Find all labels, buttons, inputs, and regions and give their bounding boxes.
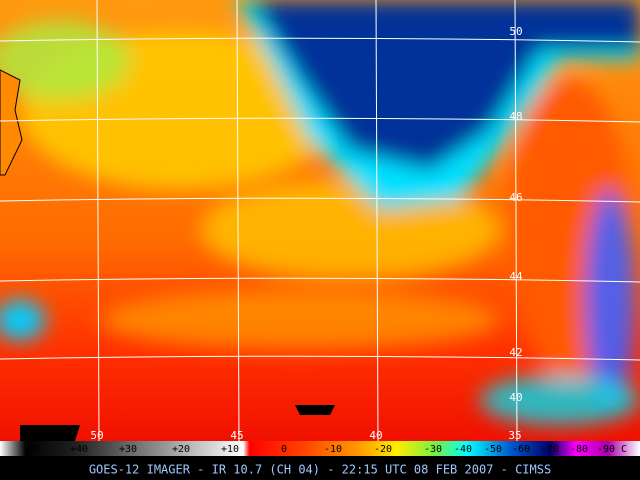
longitude-label: 45 [230, 429, 243, 442]
imagery [0, 0, 640, 441]
scale-label: +30 [119, 444, 137, 455]
latitude-line [0, 197, 640, 203]
caption: GOES-12 IMAGER - IR 10.7 (CH 04) - 22:15… [89, 463, 551, 477]
longitude-line [96, 0, 100, 442]
scale-label: -10 [324, 444, 342, 455]
longitude-label: 40 [369, 429, 382, 442]
latitude-label: 40 [509, 391, 522, 404]
scale-label: -30 [424, 444, 442, 455]
latitude-label: 46 [509, 191, 522, 204]
longitude-line [514, 0, 518, 442]
scale-label: -20 [374, 444, 392, 455]
caption-bar [0, 456, 640, 480]
scale-label: +10 [221, 444, 239, 455]
latitude-label: 42 [509, 346, 522, 359]
scale-label: -70 [541, 444, 559, 455]
color-scale-labels: +50 +40 +30 +20 +10 0 -10 -20 -30 -40 -50 -60 -70 -80… [23, 444, 627, 455]
scale-label: -80 [570, 444, 588, 455]
latitude-line [0, 37, 640, 43]
latitude-line [0, 277, 640, 283]
scale-label: +50 [23, 444, 41, 455]
latitude-label: 44 [509, 270, 523, 283]
latitude-line [0, 355, 640, 361]
graticule-labels: 50 48 46 44 42 40 50 45 40 35 [90, 25, 523, 442]
latitude-line [0, 117, 640, 123]
scale-label: -60 [512, 444, 530, 455]
latitude-label: 48 [509, 110, 522, 123]
scale-label: -50 [484, 444, 502, 455]
longitude-line [375, 0, 379, 442]
longitude-line [236, 0, 240, 442]
scale-label: -90 C [597, 444, 627, 455]
scale-label: 0 [281, 444, 287, 455]
longitude-label: 50 [90, 429, 103, 442]
longitude-label: 35 [508, 429, 521, 442]
graticule [0, 0, 640, 442]
scale-label: +40 [70, 444, 88, 455]
color-scale [0, 441, 640, 456]
scale-label: -40 [454, 444, 472, 455]
scale-label: +20 [172, 444, 190, 455]
latitude-label: 50 [509, 25, 522, 38]
